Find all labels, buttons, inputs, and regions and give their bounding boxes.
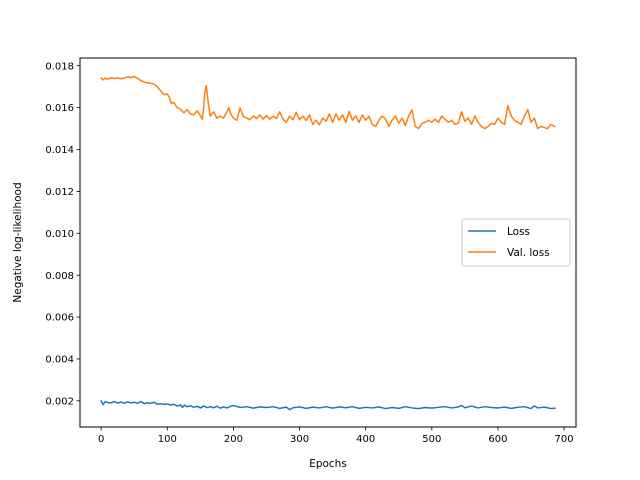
x-tick-label: 700 — [555, 434, 574, 445]
x-tick-label: 100 — [158, 434, 177, 445]
x-tick-label: 500 — [422, 434, 441, 445]
x-tick-label: 300 — [290, 434, 309, 445]
y-tick-label: 0.008 — [45, 271, 74, 282]
x-axis: 0 100 200 300 400 500 600 700 — [98, 427, 574, 445]
series-line-loss — [100, 400, 556, 411]
y-tick-label: 0.004 — [45, 355, 74, 366]
y-tick-label: 0.002 — [45, 396, 74, 407]
y-tick-label: 0.010 — [45, 229, 74, 240]
legend-label-loss: Loss — [507, 226, 530, 238]
y-axis-label: Negative log-likelihood — [12, 182, 24, 302]
plot-frame — [79, 57, 577, 428]
y-axis: 0.002 0.004 0.006 0.008 0.010 0.012 0.014 0.016… — [45, 61, 80, 407]
y-tick-label: 0.006 — [45, 313, 74, 324]
x-tick-label: 0 — [98, 434, 104, 445]
series-line-val-loss — [100, 75, 556, 130]
y-tick-label: 0.018 — [45, 61, 74, 72]
y-tick-label: 0.014 — [45, 145, 74, 156]
x-axis-label: Epochs — [309, 458, 347, 470]
legend-label-val-loss: Val. loss — [507, 247, 550, 259]
x-tick-label: 400 — [356, 434, 375, 445]
x-tick-label: 200 — [224, 434, 243, 445]
series-layer — [100, 75, 556, 411]
y-tick-label: 0.012 — [45, 187, 74, 198]
x-tick-label: 600 — [488, 434, 507, 445]
legend: Loss Val. loss — [461, 218, 571, 267]
y-tick-label: 0.016 — [45, 103, 74, 114]
